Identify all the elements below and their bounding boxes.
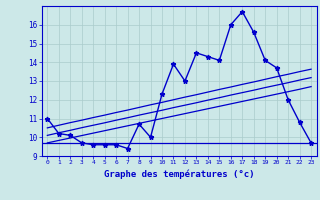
X-axis label: Graphe des températures (°c): Graphe des températures (°c) [104,169,254,179]
